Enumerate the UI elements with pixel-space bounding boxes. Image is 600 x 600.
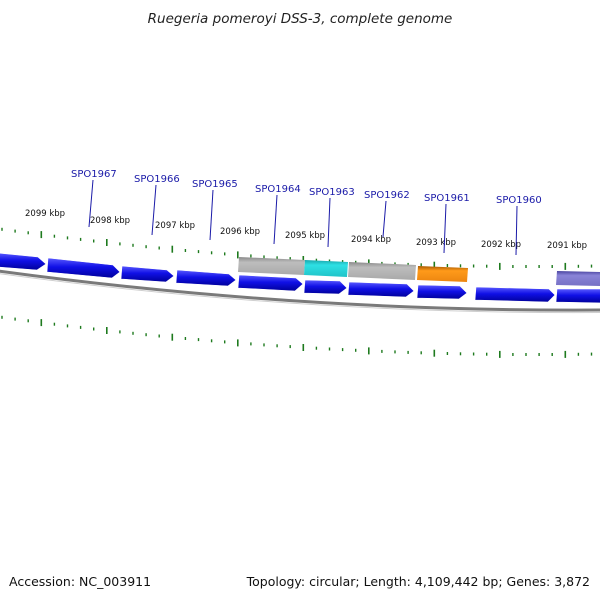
scale-label: 2098 kbp <box>90 216 130 226</box>
leader-line <box>515 205 518 256</box>
scale-label: 2091 kbp <box>547 241 587 251</box>
gene-arrow[interactable] <box>416 284 468 300</box>
scale-labels: 2099 kbp 2098 kbp 2097 kbp 2096 kbp 2095… <box>25 209 587 251</box>
gene-label-leaders <box>88 179 518 256</box>
gene-arrow[interactable] <box>555 288 600 304</box>
gene-label-spo1960[interactable]: SPO1960 <box>496 195 542 206</box>
scale-label: 2095 kbp <box>285 231 325 241</box>
genome-backbone-highlight <box>0 273 600 314</box>
leader-line <box>273 194 278 245</box>
feature-orange[interactable] <box>417 266 468 282</box>
scale-label: 2093 kbp <box>416 238 456 248</box>
leader-line <box>151 184 157 236</box>
feature-grey[interactable] <box>238 257 305 275</box>
gene-arrow[interactable] <box>46 257 121 279</box>
accession-text: Accession: NC_003911 <box>9 574 151 589</box>
leader-line <box>88 179 94 228</box>
gene-label-spo1963[interactable]: SPO1963 <box>309 187 355 198</box>
genome-backbone <box>0 269 600 312</box>
feature-cyan[interactable] <box>304 260 348 277</box>
gene-arrow[interactable] <box>237 274 304 292</box>
gene-arrow[interactable] <box>303 279 348 295</box>
gene-label-spo1966[interactable]: SPO1966 <box>134 174 180 185</box>
feature-purple[interactable] <box>556 271 600 286</box>
map-title: Ruegeria pomeroyi DSS-3, complete genome <box>148 11 453 27</box>
gene-label-spo1962[interactable]: SPO1962 <box>364 190 410 201</box>
gene-label-spo1965[interactable]: SPO1965 <box>192 179 238 190</box>
scale-label: 2097 kbp <box>155 221 195 231</box>
inner-tick-ring <box>1 315 593 358</box>
gene-arrow[interactable] <box>175 269 237 287</box>
leader-line <box>327 197 331 248</box>
scale-label: 2094 kbp <box>351 235 391 245</box>
feature-track <box>238 257 600 286</box>
gene-arrow[interactable] <box>347 281 415 298</box>
gene-arrow[interactable] <box>474 286 556 303</box>
leader-line <box>382 200 387 238</box>
feature-grey[interactable] <box>348 262 416 280</box>
scale-label: 2099 kbp <box>25 209 65 219</box>
genome-summary-text: Topology: circular; Length: 4,109,442 bp… <box>246 574 590 589</box>
scale-label: 2092 kbp <box>481 240 521 250</box>
gene-label-spo1964[interactable]: SPO1964 <box>255 184 301 195</box>
scale-label: 2096 kbp <box>220 227 260 237</box>
gene-label-spo1967[interactable]: SPO1967 <box>71 169 117 180</box>
leader-line <box>209 189 214 241</box>
gene-labels: SPO1967 SPO1966 SPO1965 SPO1964 SPO1963 … <box>71 169 542 206</box>
gene-label-spo1961[interactable]: SPO1961 <box>424 193 470 204</box>
gene-arrow[interactable] <box>120 265 175 283</box>
gene-arrow[interactable] <box>0 252 47 271</box>
leader-line <box>443 203 447 254</box>
gene-track <box>0 252 600 304</box>
